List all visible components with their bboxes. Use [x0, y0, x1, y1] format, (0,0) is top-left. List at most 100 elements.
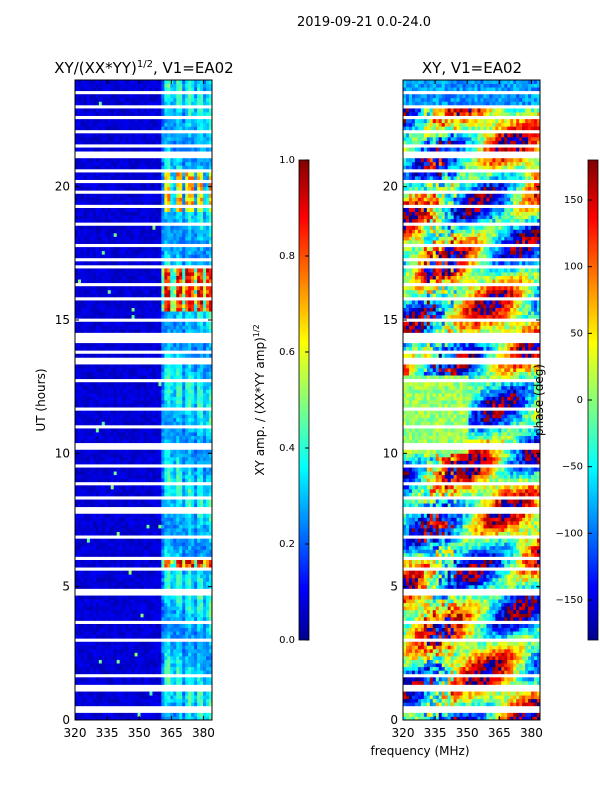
amplitude-heatmap-cell: [137, 247, 141, 252]
amplitude-heatmap-cell: [185, 410, 189, 415]
amplitude-heatmap-cell: [80, 236, 85, 241]
amplitude-heatmap-cell: [95, 314, 100, 319]
amplitude-heatmap-cell: [173, 680, 177, 685]
amplitude-heatmap-cell: [158, 680, 162, 685]
amplitude-heatmap-cell: [140, 211, 144, 216]
amplitude-heatmap-cell: [131, 314, 135, 319]
amplitude-heatmap-cell: [143, 538, 147, 543]
amplitude-heatmap-cell: [149, 208, 153, 212]
amplitude-heatmap-cell: [149, 716, 153, 720]
amplitude-heatmap-cell: [107, 396, 112, 401]
amplitude-heatmap-cell: [83, 389, 88, 394]
amplitude-heatmap-cell: [149, 595, 153, 600]
amplitude-heatmap-cell: [158, 232, 162, 237]
amplitude-heatmap-cell: [152, 528, 156, 532]
amplitude-heatmap-cell: [98, 289, 103, 294]
amplitude-heatmap-cell: [170, 392, 174, 397]
amplitude-heatmap-cell: [152, 545, 156, 550]
amplitude-heatmap-cell: [104, 563, 109, 568]
amplitude-heatmap-cell: [146, 616, 150, 621]
amplitude-heatmap-cell: [155, 421, 159, 426]
amplitude-heatmap-cell: [173, 261, 177, 266]
amplitude-heatmap-cell: [143, 666, 147, 671]
amplitude-heatmap-cell: [83, 659, 88, 664]
amplitude-heatmap-cell: [164, 432, 168, 436]
amplitude-heatmap-cell: [149, 520, 153, 525]
amplitude-heatmap-cell: [125, 613, 130, 618]
amplitude-heatmap-cell: [110, 208, 115, 212]
amplitude-heatmap-cell: [194, 403, 198, 408]
amplitude-heatmap-cell: [167, 467, 171, 472]
amplitude-heatmap-cell: [179, 695, 183, 700]
amplitude-heatmap-cell: [188, 474, 192, 479]
amplitude-heatmap-cell: [179, 680, 183, 685]
amplitude-heatmap-cell: [143, 528, 147, 532]
amplitude-heatmap-cell: [179, 460, 183, 465]
amplitude-heatmap-cell: [191, 414, 195, 419]
amplitude-heatmap-cell: [191, 712, 195, 717]
amplitude-heatmap-cell: [167, 289, 171, 294]
amplitude-heatmap-cell: [152, 666, 156, 671]
amplitude-heatmap-cell: [203, 574, 207, 579]
amplitude-heatmap-cell: [203, 524, 207, 529]
amplitude-heatmap-cell: [188, 272, 192, 276]
amplitude-heatmap-cell: [137, 371, 141, 376]
amplitude-heatmap-cell: [176, 698, 180, 703]
amplitude-heatmap-cell: [75, 321, 79, 326]
amplitude-heatmap-cell: [140, 581, 144, 586]
amplitude-heatmap-cell: [86, 549, 91, 554]
amplitude-heatmap-cell: [167, 435, 171, 440]
amplitude-heatmap-cell: [191, 602, 195, 607]
amplitude-heatmap-cell: [128, 552, 132, 557]
amplitude-heatmap-cell: [107, 368, 112, 372]
amplitude-heatmap-cell: [83, 453, 88, 458]
amplitude-heatmap-cell: [137, 453, 141, 458]
amplitude-heatmap-cell: [77, 695, 82, 700]
amplitude-heatmap-cell: [140, 417, 144, 422]
amplitude-heatmap-cell: [95, 403, 100, 408]
amplitude-heatmap-cell: [167, 616, 171, 621]
amplitude-heatmap-cell: [131, 421, 135, 426]
amplitude-heatmap-cell: [182, 563, 186, 568]
amplitude-heatmap-cell: [98, 570, 103, 575]
amplitude-heatmap-cell: [146, 346, 150, 351]
amplitude-heatmap-cell: [185, 304, 189, 308]
amplitude-heatmap-cell: [140, 542, 144, 547]
amplitude-heatmap-cell: [89, 208, 94, 212]
amplitude-heatmap-cell: [77, 232, 82, 237]
amplitude-heatmap-cell: [161, 602, 165, 607]
amplitude-heatmap-cell: [92, 232, 97, 237]
amplitude-heatmap-cell: [185, 328, 189, 333]
amplitude-heatmap-cell: [164, 613, 168, 618]
amplitude-heatmap-cell: [155, 538, 159, 543]
amplitude-heatmap-cell: [98, 517, 103, 522]
amplitude-heatmap-cell: [86, 236, 91, 241]
amplitude-heatmap-cell: [191, 410, 195, 415]
amplitude-heatmap-cell: [200, 634, 204, 639]
amplitude-heatmap-cell: [194, 211, 198, 216]
amplitude-heatmap-cell: [75, 432, 79, 436]
amplitude-heatmap-cell: [128, 645, 132, 650]
amplitude-heatmap-cell: [164, 695, 168, 700]
amplitude-heatmap-cell: [152, 314, 156, 319]
amplitude-heatmap-cell: [80, 325, 85, 330]
amplitude-heatmap-cell: [143, 602, 147, 607]
amplitude-heatmap-cell: [125, 595, 130, 600]
amplitude-heatmap-cell: [98, 641, 103, 646]
amplitude-heatmap-cell: [131, 254, 135, 259]
amplitude-heatmap-cell: [149, 428, 153, 433]
amplitude-heatmap-cell: [149, 236, 153, 241]
amplitude-heatmap-cell: [143, 289, 147, 294]
amplitude-heatmap-cell: [179, 631, 183, 636]
amplitude-heatmap-cell: [92, 371, 97, 376]
amplitude-heatmap-cell: [194, 428, 198, 433]
amplitude-heatmap-cell: [140, 410, 144, 415]
amplitude-heatmap-cell: [197, 300, 201, 305]
amplitude-heatmap-cell: [89, 240, 94, 244]
amplitude-heatmap-cell: [101, 346, 106, 351]
amplitude-heatmap-cell: [113, 254, 118, 259]
amplitude-heatmap-cell: [125, 609, 130, 614]
amplitude-heatmap-cell: [167, 328, 171, 333]
amplitude-heatmap-cell: [98, 328, 103, 333]
amplitude-heatmap-cell: [77, 343, 82, 348]
